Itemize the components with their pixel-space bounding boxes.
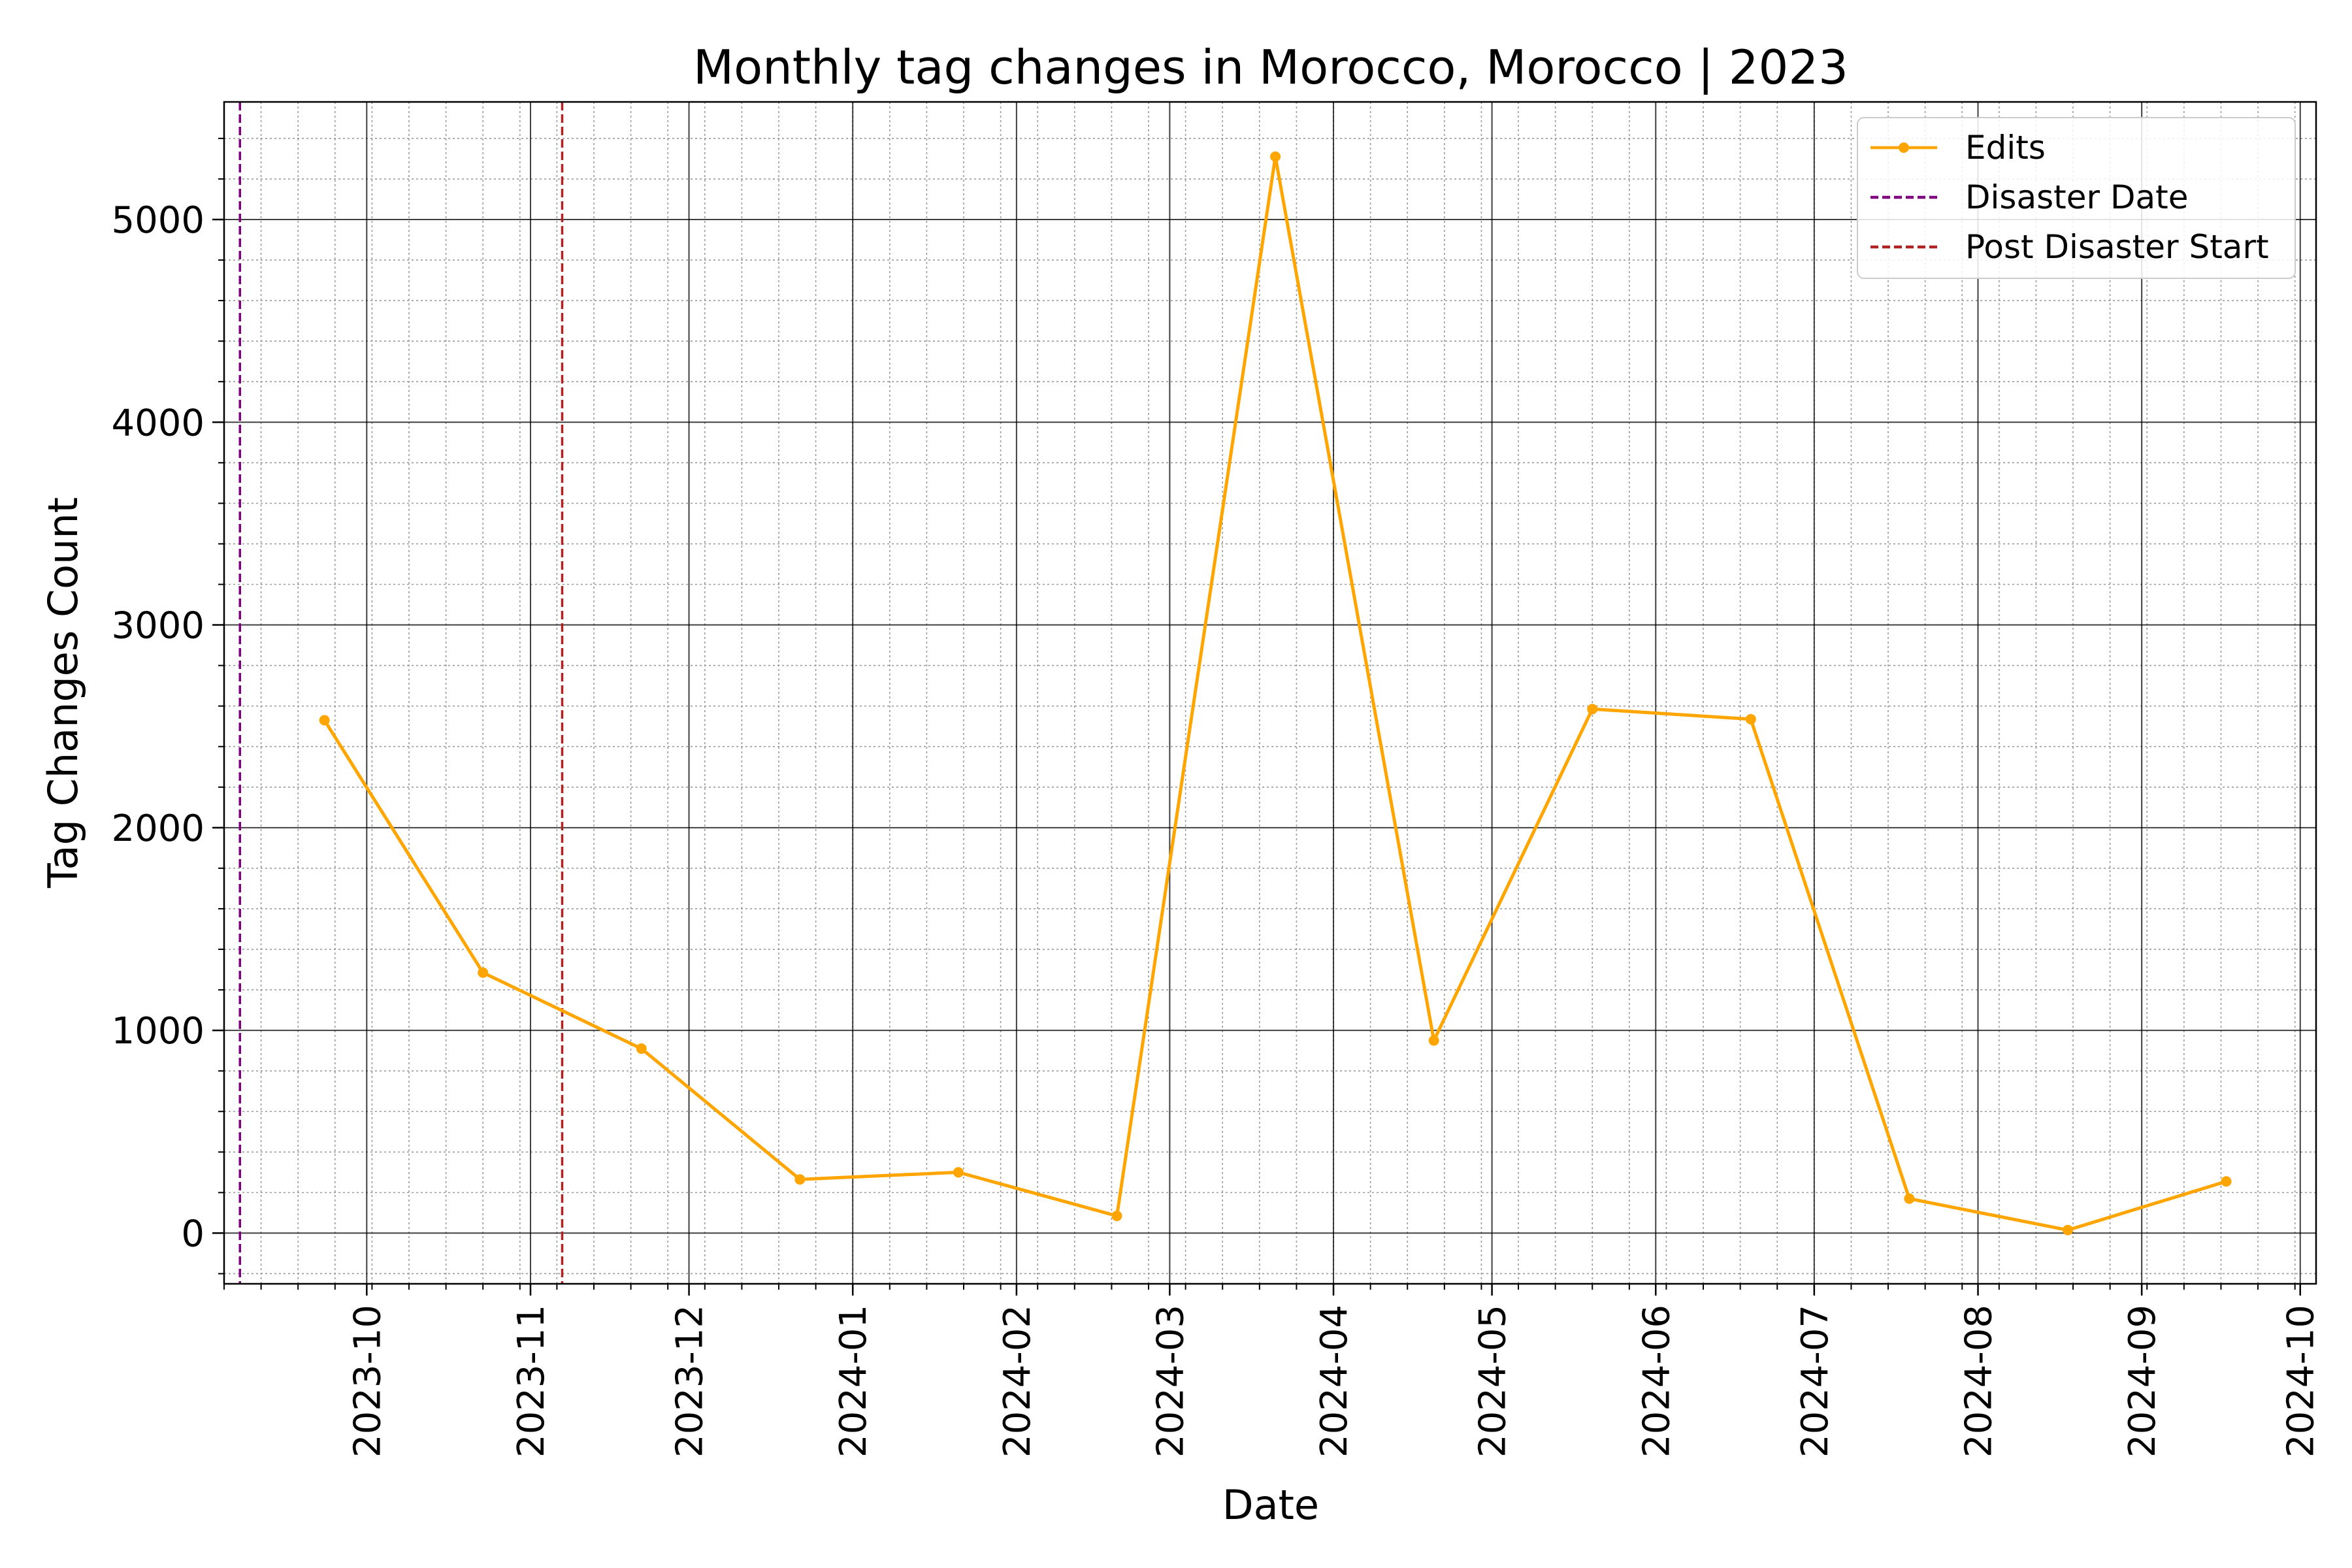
y-tick-label: 2000 [111, 808, 204, 850]
y-tick-label: 3000 [111, 605, 204, 647]
x-axis-label: Date [1222, 1481, 1319, 1529]
chart-title: Monthly tag changes in Morocco, Morocco … [693, 40, 1848, 95]
legend: Edits Disaster Date Post Disaster Start [1857, 117, 2296, 279]
data-point [1587, 704, 1598, 715]
data-point [953, 1167, 964, 1178]
data-point [1428, 1035, 1439, 1046]
legend-label: Disaster Date [1965, 178, 2188, 216]
x-tick-label: 2023-10 [346, 1305, 389, 1458]
data-point [636, 1043, 647, 1054]
data-point [1904, 1193, 1915, 1204]
y-tick-label: 1000 [111, 1010, 204, 1053]
x-tick-label: 2023-12 [669, 1305, 711, 1458]
y-tick-label: 5000 [111, 199, 204, 242]
y-axis-label: Tag Changes Count [39, 497, 87, 889]
y-tick-label: 4000 [111, 402, 204, 444]
x-tick-label: 2024-10 [2280, 1305, 2323, 1458]
x-tick-label: 2023-11 [510, 1305, 553, 1458]
plot-frame [223, 101, 2317, 1285]
data-point [319, 715, 330, 726]
data-point [1111, 1211, 1122, 1222]
data-point [794, 1174, 806, 1185]
data-point [1745, 713, 1756, 725]
x-tick-label: 2024-09 [2121, 1305, 2164, 1458]
x-tick-label: 2024-02 [996, 1305, 1039, 1458]
x-tick-label: 2024-06 [1635, 1305, 1678, 1458]
reference-lines [238, 102, 564, 1284]
legend-label: Post Disaster Start [1965, 228, 2269, 266]
legend-box [1857, 117, 2296, 279]
y-axis-ticks: 0 1000 2000 3000 4000 5000 [111, 137, 224, 1275]
data-point [2062, 1224, 2073, 1235]
legend-label: Edits [1965, 129, 2046, 167]
data-point [2221, 1176, 2232, 1187]
data-point [478, 967, 489, 978]
x-tick-label: 2024-05 [1472, 1305, 1514, 1458]
x-tick-label: 2024-08 [1958, 1305, 2001, 1458]
x-tick-label: 2024-03 [1149, 1305, 1192, 1458]
x-tick-label: 2024-07 [1794, 1305, 1837, 1458]
x-axis-ticks: 2023-10 2023-11 2023-12 2024-01 2024-02 2024-… [223, 1284, 2323, 1458]
data-point [1270, 151, 1281, 162]
legend-marker [1899, 142, 1909, 153]
x-tick-label: 2024-04 [1313, 1305, 1356, 1458]
series-edits [319, 151, 2232, 1235]
x-tick-label: 2024-01 [832, 1305, 875, 1458]
y-tick-label: 0 [181, 1213, 204, 1255]
